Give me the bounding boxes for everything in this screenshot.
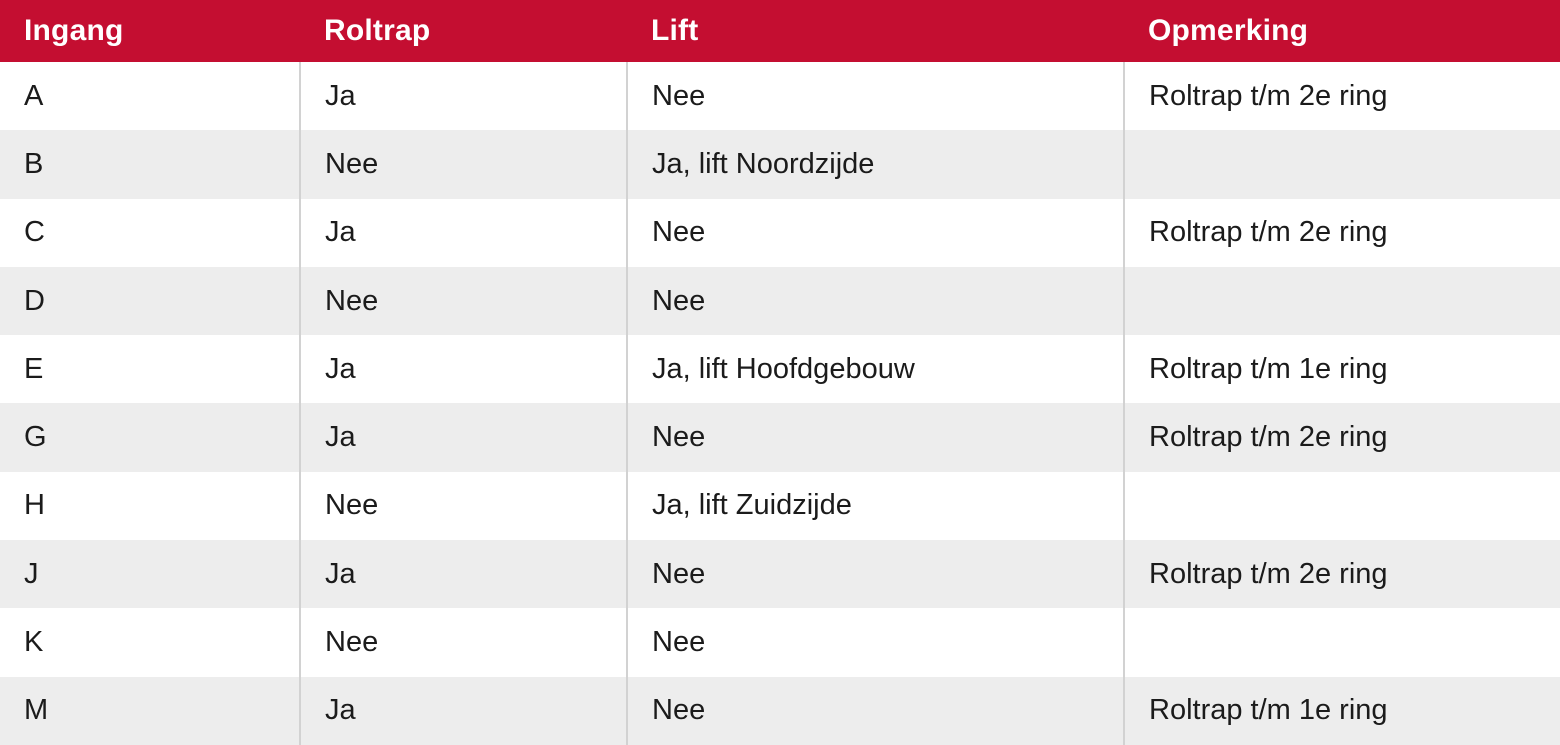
- cell-opmerking: [1123, 608, 1560, 677]
- table-header: Ingang Roltrap Lift Opmerking: [0, 0, 1560, 62]
- column-header-lift: Lift: [627, 0, 1124, 62]
- cell-ingang: D: [0, 266, 300, 336]
- cell-opmerking: Roltrap t/m 2e ring: [1123, 403, 1560, 472]
- cell-roltrap: Ja: [299, 403, 627, 472]
- cell-lift: Ja, lift Hoofdgebouw: [626, 335, 1124, 404]
- cell-roltrap: Ja: [299, 198, 627, 267]
- cell-ingang: C: [0, 198, 300, 267]
- cell-lift: Nee: [626, 403, 1124, 472]
- cell-roltrap: Nee: [299, 130, 627, 199]
- cell-opmerking: Roltrap t/m 1e ring: [1123, 676, 1560, 745]
- header-row: Ingang Roltrap Lift Opmerking: [0, 0, 1560, 62]
- column-header-ingang: Ingang: [0, 0, 300, 62]
- cell-ingang: B: [0, 130, 300, 199]
- cell-roltrap: Ja: [299, 335, 627, 404]
- cell-roltrap: Nee: [299, 471, 627, 541]
- table-row: H Nee Ja, lift Zuidzijde: [0, 471, 1560, 541]
- table-row: G Ja Nee Roltrap t/m 2e ring: [0, 403, 1560, 472]
- cell-opmerking: Roltrap t/m 2e ring: [1123, 540, 1560, 609]
- cell-ingang: M: [0, 676, 300, 745]
- cell-roltrap: Nee: [299, 266, 627, 336]
- cell-lift: Nee: [626, 608, 1124, 677]
- table-row: C Ja Nee Roltrap t/m 2e ring: [0, 198, 1560, 267]
- cell-roltrap: Ja: [299, 540, 627, 609]
- table-row: J Ja Nee Roltrap t/m 2e ring: [0, 540, 1560, 609]
- cell-opmerking: [1123, 471, 1560, 541]
- table-row: D Nee Nee: [0, 266, 1560, 336]
- cell-opmerking: Roltrap t/m 1e ring: [1123, 335, 1560, 404]
- cell-lift: Nee: [626, 198, 1124, 267]
- table-body: A Ja Nee Roltrap t/m 2e ring B Nee Ja, lift No…: [0, 62, 1560, 745]
- cell-lift: Nee: [626, 540, 1124, 609]
- table-row: A Ja Nee Roltrap t/m 2e ring: [0, 62, 1560, 131]
- cell-opmerking: Roltrap t/m 2e ring: [1123, 62, 1560, 131]
- cell-roltrap: Nee: [299, 608, 627, 677]
- cell-ingang: E: [0, 335, 300, 404]
- cell-lift: Ja, lift Zuidzijde: [626, 471, 1124, 541]
- cell-ingang: J: [0, 540, 300, 609]
- table-row: B Nee Ja, lift Noordzijde: [0, 130, 1560, 199]
- cell-opmerking: [1123, 130, 1560, 199]
- cell-ingang: H: [0, 471, 300, 541]
- cell-ingang: A: [0, 62, 300, 131]
- cell-ingang: K: [0, 608, 300, 677]
- column-header-opmerking: Opmerking: [1124, 0, 1560, 62]
- cell-lift: Nee: [626, 676, 1124, 745]
- cell-lift: Ja, lift Noordzijde: [626, 130, 1124, 199]
- table-row: E Ja Ja, lift Hoofdgebouw Roltrap t/m 1e ri…: [0, 335, 1560, 404]
- cell-lift: Nee: [626, 62, 1124, 131]
- table-row: M Ja Nee Roltrap t/m 1e ring: [0, 676, 1560, 745]
- cell-ingang: G: [0, 403, 300, 472]
- cell-lift: Nee: [626, 266, 1124, 336]
- table-row: K Nee Nee: [0, 608, 1560, 677]
- column-header-roltrap: Roltrap: [300, 0, 627, 62]
- cell-opmerking: [1123, 266, 1560, 336]
- cell-opmerking: Roltrap t/m 2e ring: [1123, 198, 1560, 267]
- cell-roltrap: Ja: [299, 62, 627, 131]
- cell-roltrap: Ja: [299, 676, 627, 745]
